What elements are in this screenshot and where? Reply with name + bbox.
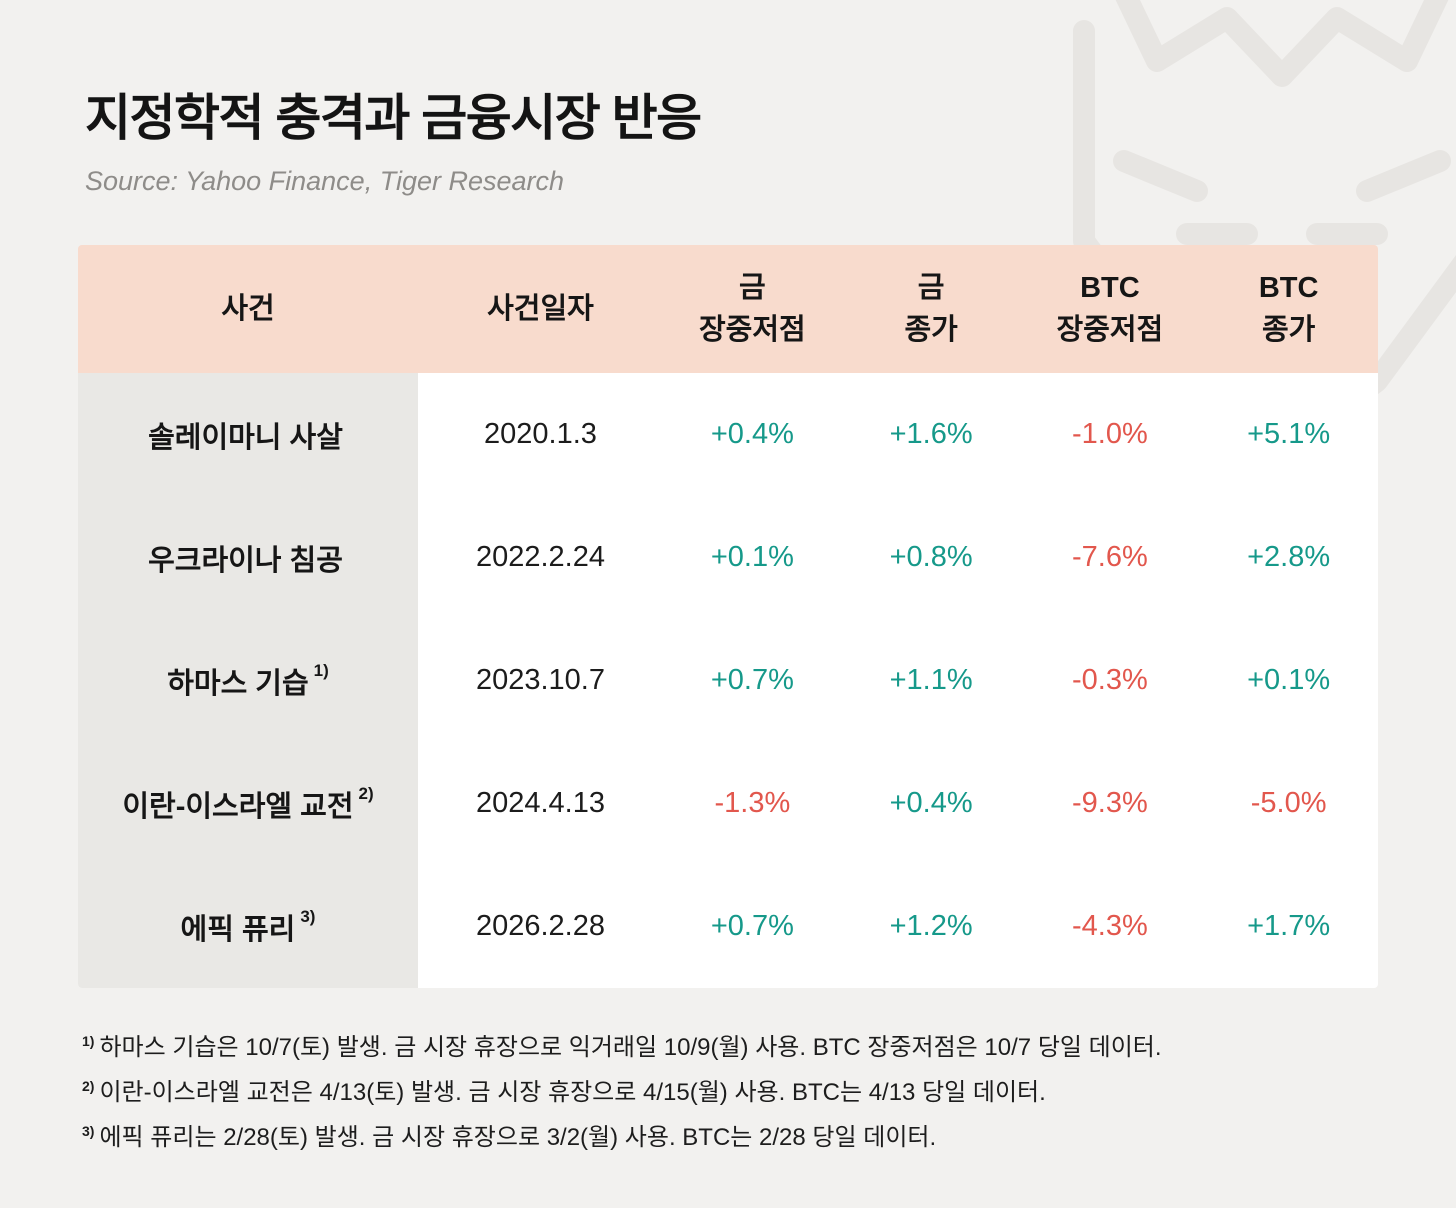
- footnote-1: 1) 하마스 기습은 10/7(토) 발생. 금 시장 휴장으로 익거래일 10/…: [82, 1022, 1378, 1067]
- col-header-label2: 종가: [1261, 314, 1316, 346]
- col-header-date: 사건일자: [418, 245, 663, 373]
- cell-btc_close: +2.8%: [1247, 541, 1331, 573]
- col-header-event: 사건: [78, 245, 418, 373]
- event-cell: 솔레이마니 사살: [78, 373, 418, 496]
- cell-gold_low: +0.1%: [710, 541, 794, 573]
- event-cell: 우크라이나 침공: [78, 496, 418, 619]
- col-header-btc-low: BTC 장중저점: [1021, 245, 1200, 373]
- event-footnote-marker: 3): [300, 906, 316, 926]
- cell-btc_low: -7.6%: [1071, 541, 1148, 573]
- cell-btc_close: +1.7%: [1247, 910, 1331, 942]
- event-name: 이란-이스라엘 교전: [122, 790, 354, 823]
- event-name: 에픽 퓨리: [180, 913, 296, 946]
- table-row: 솔레이마니 사살 2020.1.3 +0.4% +1.6% -1.0% +5.1…: [78, 373, 1378, 496]
- col-header-label: BTC: [1080, 272, 1140, 304]
- event-date: 2024.4.13: [475, 787, 605, 819]
- cell-gold_close: +1.2%: [889, 910, 973, 942]
- footnote-text: 에픽 퓨리는 2/28(토) 발생. 금 시장 휴장으로 3/2(월) 사용. …: [99, 1124, 937, 1151]
- footnotes: 1) 하마스 기습은 10/7(토) 발생. 금 시장 휴장으로 익거래일 10/…: [78, 1022, 1378, 1157]
- col-header-label: 사건일자: [487, 293, 594, 325]
- cell-btc_low: -4.3%: [1071, 910, 1148, 942]
- col-header-label: BTC: [1258, 272, 1319, 304]
- footnote-2: 2) 이란-이스라엘 교전은 4/13(토) 발생. 금 시장 휴장으로 4/15…: [82, 1067, 1378, 1112]
- footnote-3: 3) 에픽 퓨리는 2/28(토) 발생. 금 시장 휴장으로 3/2(월) 사용…: [82, 1112, 1378, 1157]
- cell-btc_close: +0.1%: [1247, 664, 1331, 696]
- table-row: 에픽 퓨리 3) 2026.2.28 +0.7% +1.2% -4.3% +1.7…: [78, 865, 1378, 988]
- col-header-btc-close: BTC 종가: [1199, 245, 1378, 373]
- page-title: 지정학적 충격과 금융시장 반응: [85, 90, 702, 146]
- col-header-label: 금: [739, 272, 766, 304]
- table-header: 사건 사건일자 금 장중저점 금 종가 BTC 장중저점 BTC 종가: [78, 245, 1378, 373]
- table-row: 하마스 기습 1) 2023.10.7 +0.7% +1.1% -0.3% +0.…: [78, 619, 1378, 742]
- cell-gold_close: +0.4%: [889, 787, 973, 819]
- cell-gold_close: +0.8%: [889, 541, 973, 573]
- cell-btc_close: +5.1%: [1247, 418, 1331, 450]
- footnote-marker: 1): [82, 1033, 95, 1049]
- footnote-marker: 3): [82, 1123, 95, 1139]
- table-body: 솔레이마니 사살 2020.1.3 +0.4% +1.6% -1.0% +5.1…: [78, 373, 1378, 988]
- col-header-label2: 종가: [904, 314, 958, 346]
- cell-btc_low: -9.3%: [1071, 787, 1148, 819]
- col-header-label: 사건: [221, 293, 275, 325]
- market-reaction-table: 사건 사건일자 금 장중저점 금 종가 BTC 장중저점 BTC 종가: [78, 245, 1378, 988]
- cell-gold_low: -1.3%: [714, 787, 791, 819]
- col-header-label2: 장중저점: [1056, 314, 1164, 346]
- event-cell: 이란-이스라엘 교전 2): [78, 742, 418, 865]
- event-cell: 하마스 기습 1): [78, 619, 418, 742]
- event-name: 하마스 기습: [167, 667, 309, 700]
- cell-btc_low: -1.0%: [1071, 418, 1148, 450]
- footnote-text: 이란-이스라엘 교전은 4/13(토) 발생. 금 시장 휴장으로 4/15(월…: [99, 1079, 1046, 1106]
- event-date: 2026.2.28: [475, 910, 605, 942]
- cell-btc_close: -5.0%: [1250, 787, 1327, 819]
- col-header-label2: 장중저점: [699, 314, 806, 346]
- source-caption: Source: Yahoo Finance, Tiger Research: [85, 166, 565, 196]
- cell-gold_close: +1.6%: [889, 418, 973, 450]
- event-date: 2022.2.24: [475, 541, 605, 573]
- cell-gold_low: +0.7%: [710, 910, 794, 942]
- cell-btc_low: -0.3%: [1071, 664, 1148, 696]
- cell-gold_low: +0.7%: [710, 664, 794, 696]
- footnote-text: 하마스 기습은 10/7(토) 발생. 금 시장 휴장으로 익거래일 10/9(…: [99, 1034, 1162, 1061]
- event-footnote-marker: 2): [358, 783, 374, 803]
- table-row: 이란-이스라엘 교전 2) 2024.4.13 -1.3% +0.4% -9.3%…: [78, 742, 1378, 865]
- table-row: 우크라이나 침공 2022.2.24 +0.1% +0.8% -7.6% +2.…: [78, 496, 1378, 619]
- cell-gold_low: +0.4%: [710, 418, 794, 450]
- cell-gold_close: +1.1%: [889, 664, 973, 696]
- col-header-gold-low: 금 장중저점: [663, 245, 842, 373]
- footnote-marker: 2): [82, 1078, 95, 1094]
- event-name: 우크라이나 침공: [148, 544, 343, 577]
- main-content: 지정학적 충격과 금융시장 반응 Source: Yahoo Finance, …: [78, 90, 1378, 1157]
- event-cell: 에픽 퓨리 3): [78, 865, 418, 988]
- event-name: 솔레이마니 사살: [148, 421, 343, 454]
- col-header-label: 금: [917, 272, 945, 304]
- col-header-gold-close: 금 종가: [842, 245, 1021, 373]
- event-date: 2020.1.3: [484, 418, 597, 450]
- event-date: 2023.10.7: [475, 664, 605, 696]
- event-footnote-marker: 1): [313, 660, 329, 680]
